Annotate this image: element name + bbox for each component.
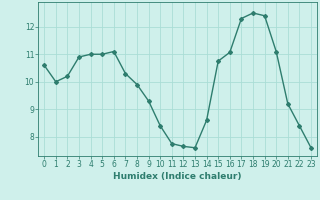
X-axis label: Humidex (Indice chaleur): Humidex (Indice chaleur) (113, 172, 242, 181)
